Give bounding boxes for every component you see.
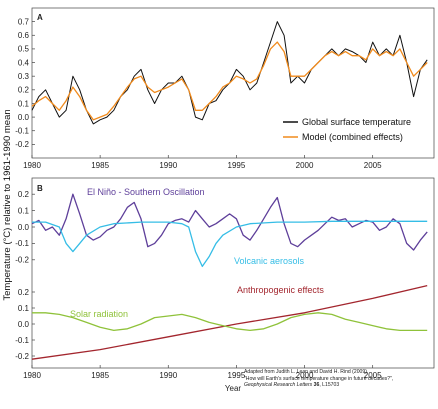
x-axis-label: Year xyxy=(225,384,242,393)
y-tick-label-b-upper: 0.1 xyxy=(18,206,30,215)
x-tick-label-a: 1995 xyxy=(228,161,246,170)
x-tick-label-b: 1985 xyxy=(91,371,109,380)
y-tick-label-a: -0.2 xyxy=(15,140,29,149)
credit-pages: , L15703 xyxy=(319,382,340,389)
solar-label: Solar radiation xyxy=(70,309,128,319)
credit-volume: 36 xyxy=(313,382,320,389)
legend-label-model: Model (combined effects) xyxy=(302,132,403,142)
panel-b-frame xyxy=(31,177,435,369)
y-tick-label-a: -0.1 xyxy=(15,127,29,136)
x-tick-label-b: 1980 xyxy=(23,371,41,380)
x-tick-label-b: 1990 xyxy=(159,371,177,380)
credit-journal: Geophysical Research Letters xyxy=(244,382,313,389)
y-tick-label-b-upper: -0.1 xyxy=(15,239,29,248)
y-tick-label-a: 0.2 xyxy=(18,86,30,95)
y-tick-label-b-upper: -0.2 xyxy=(15,256,29,265)
x-tick-label-a: 1990 xyxy=(159,161,177,170)
x-tick-label-a: 1985 xyxy=(91,161,109,170)
credit-note: Adapted from Judith L. Lean and David H.… xyxy=(244,369,436,389)
x-tick-label-b: 2005 xyxy=(364,371,382,380)
y-tick-label-b-lower: -0.2 xyxy=(15,352,29,361)
series-global-surface-temperature xyxy=(31,21,428,125)
y-tick-label-a: 0.7 xyxy=(18,17,30,26)
series-model-combined xyxy=(31,41,428,121)
x-tick-label-b: 2000 xyxy=(296,371,314,380)
y-tick-label-b-lower: 0.0 xyxy=(18,320,30,329)
y-tick-label-b-lower: -0.1 xyxy=(15,336,29,345)
credit-line-1: Adapted from Judith L. Lean and David H.… xyxy=(244,369,369,375)
y-tick-label-a: 0.6 xyxy=(18,31,30,40)
y-tick-label-b-lower: 0.1 xyxy=(18,304,30,313)
y-tick-label-b-upper: 0.0 xyxy=(18,223,30,232)
enso-label: El Niño - Southern Oscillation xyxy=(87,187,205,197)
y-tick-label-b-upper: 0.2 xyxy=(18,190,30,199)
x-tick-label-a: 1980 xyxy=(23,161,41,170)
legend-label-global: Global surface temperature xyxy=(302,117,411,127)
panel-a-letter: A xyxy=(37,13,43,22)
y-tick-label-a: 0.3 xyxy=(18,72,30,81)
panel-a: A -0.2 -0.1 0.0 0.1 0.2 0.3 0.4 0.5 0.6 0.7 1980 19… xyxy=(15,7,435,170)
y-tick-label-a: 0.4 xyxy=(18,58,30,67)
series-enso xyxy=(31,193,428,251)
y-tick-label-a: 0.0 xyxy=(18,113,30,122)
y-tick-label-a: 0.1 xyxy=(18,99,30,108)
anthropogenic-label: Anthropogenic effects xyxy=(237,285,324,295)
x-tick-label-b: 1995 xyxy=(228,371,246,380)
y-tick-label-a: 0.5 xyxy=(18,45,30,54)
series-anthropogenic xyxy=(31,284,428,360)
legend: Global surface temperature Model (combin… xyxy=(283,117,411,142)
y-tick-label-b-lower: 0.2 xyxy=(18,288,30,297)
credit-line-3: Geophysical Research Letters 36, L15703 xyxy=(244,382,436,389)
volcanic-label: Volcanic aerosols xyxy=(234,256,305,266)
credit-line-2: "How will Earth's surface temperature ch… xyxy=(244,375,394,382)
panel-b-letter: B xyxy=(37,184,43,193)
series-volcanic-aerosols xyxy=(32,220,428,268)
y-axis-label: Temperature (°C) relative to 1961-1990 m… xyxy=(2,109,13,300)
x-tick-label-a: 2000 xyxy=(296,161,314,170)
series-solar-radiation xyxy=(32,312,428,332)
panel-b: B -0.2 -0.1 0.0 0.1 0.2 -0.2 -0.1 0.0 0.1 0.2 1980… xyxy=(15,177,435,393)
panel-a-frame xyxy=(31,7,435,159)
x-tick-label-a: 2005 xyxy=(364,161,382,170)
